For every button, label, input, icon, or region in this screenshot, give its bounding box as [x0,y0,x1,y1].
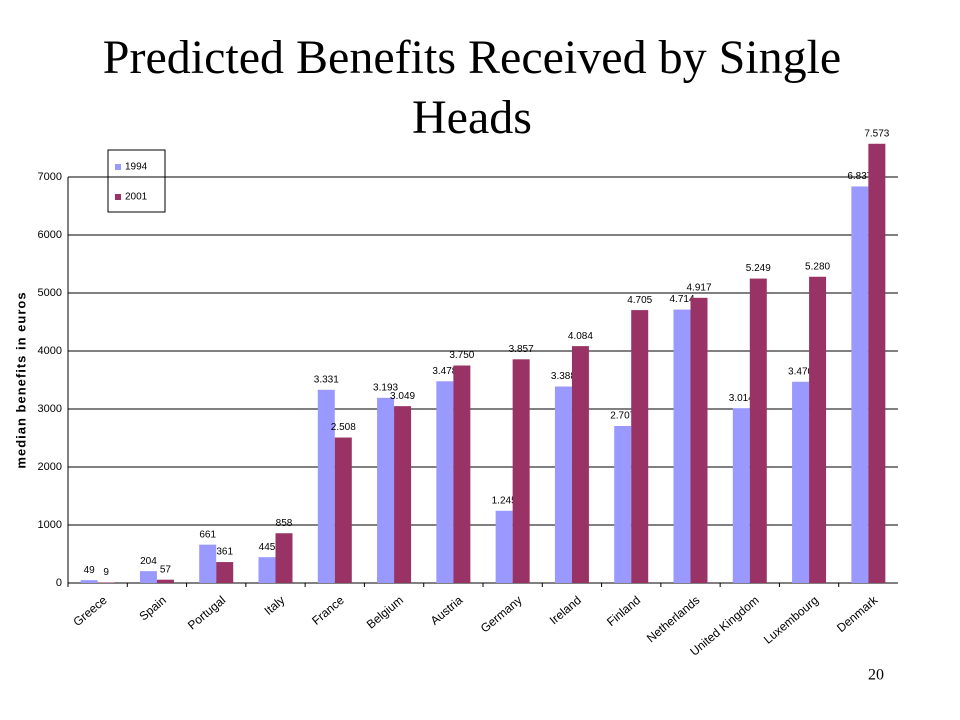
bar [690,297,708,583]
bar [868,143,886,584]
y-axis-label: median benefits in euros [13,291,28,468]
y-tick-label: 5000 [38,287,62,299]
bar [554,386,572,583]
value-label: 445 [259,542,276,553]
x-tick-label: Portugal [185,593,228,632]
chart-title: Predicted Benefits Received by Single Hea… [103,31,841,144]
bar [631,310,649,583]
bar [394,406,412,583]
value-label: 57 [160,564,172,575]
value-label: 7.573 [864,128,889,139]
y-tick-label: 7000 [38,171,62,183]
y-tick-label: 2000 [38,461,62,473]
bar [377,397,395,583]
x-tick-label: Spain [136,593,169,623]
value-label: 4.705 [627,295,652,306]
bar [139,571,157,583]
x-tick-label: Belgium [364,593,406,632]
value-label: 3.478 [432,366,457,377]
bar [199,544,217,583]
value-label: 4.917 [686,282,711,293]
bar [512,359,530,583]
x-tick-label: Germany [478,593,525,635]
value-label: 3.388 [551,371,576,382]
y-tick-label: 1000 [38,519,62,531]
legend-box [107,149,166,213]
legend-swatch [115,164,121,170]
bar [216,562,234,583]
value-label: 3.049 [390,391,415,402]
y-tick-label: 4000 [38,345,62,357]
value-label: 1.245 [492,495,517,506]
value-label: 3.470 [788,366,813,377]
legend-label: 2001 [125,192,148,203]
y-tick-label: 3000 [38,403,62,415]
x-tick-label: France [309,593,347,628]
y-tick-label: 0 [56,577,62,589]
value-label: 204 [140,556,157,567]
value-label: 2.508 [331,422,356,433]
bar [334,437,352,583]
x-tick-label: Finland [604,593,643,629]
x-tick-label: Denmark [834,592,881,635]
value-label: 9 [103,567,109,578]
value-label: 4.714 [669,294,694,305]
bar [571,346,589,583]
bar [275,533,293,583]
value-label: 3.750 [449,350,474,361]
value-label: 2.707 [610,411,635,422]
bar [851,186,869,584]
bar [792,381,810,583]
legend-swatch [115,194,121,200]
bar [732,408,750,583]
bar [317,389,335,583]
bar [614,425,632,583]
x-tick-label: Austria [428,593,466,628]
value-label: 3.014 [729,393,754,404]
bar [749,278,767,583]
value-label: 4.084 [568,331,593,342]
bar [80,580,98,583]
value-label: 361 [216,547,233,558]
value-label: 3.193 [373,382,398,393]
x-tick-label: Ireland [547,593,584,627]
value-label: 6.837 [847,171,872,182]
value-label: 661 [199,529,216,540]
bar [258,557,276,583]
value-label: 49 [84,565,96,576]
legend-label: 1994 [125,162,148,173]
bar [453,365,471,583]
page-number: 20 [868,667,884,684]
bar [97,582,115,583]
value-label: 858 [276,518,293,529]
x-tick-label: Luxembourg [761,593,821,647]
bar [436,381,454,583]
x-tick-label: Italy [262,593,288,618]
y-tick-label: 6000 [38,229,62,241]
x-tick-label: Greece [70,593,109,629]
bar [156,579,174,583]
x-tick-label: Netherlands [644,593,703,645]
bar [809,276,827,583]
bar [495,510,513,583]
value-label: 5.280 [805,261,830,272]
value-label: 3.331 [314,374,339,385]
value-label: 3.857 [509,344,534,355]
value-label: 5.249 [746,263,771,274]
bar [673,309,691,583]
